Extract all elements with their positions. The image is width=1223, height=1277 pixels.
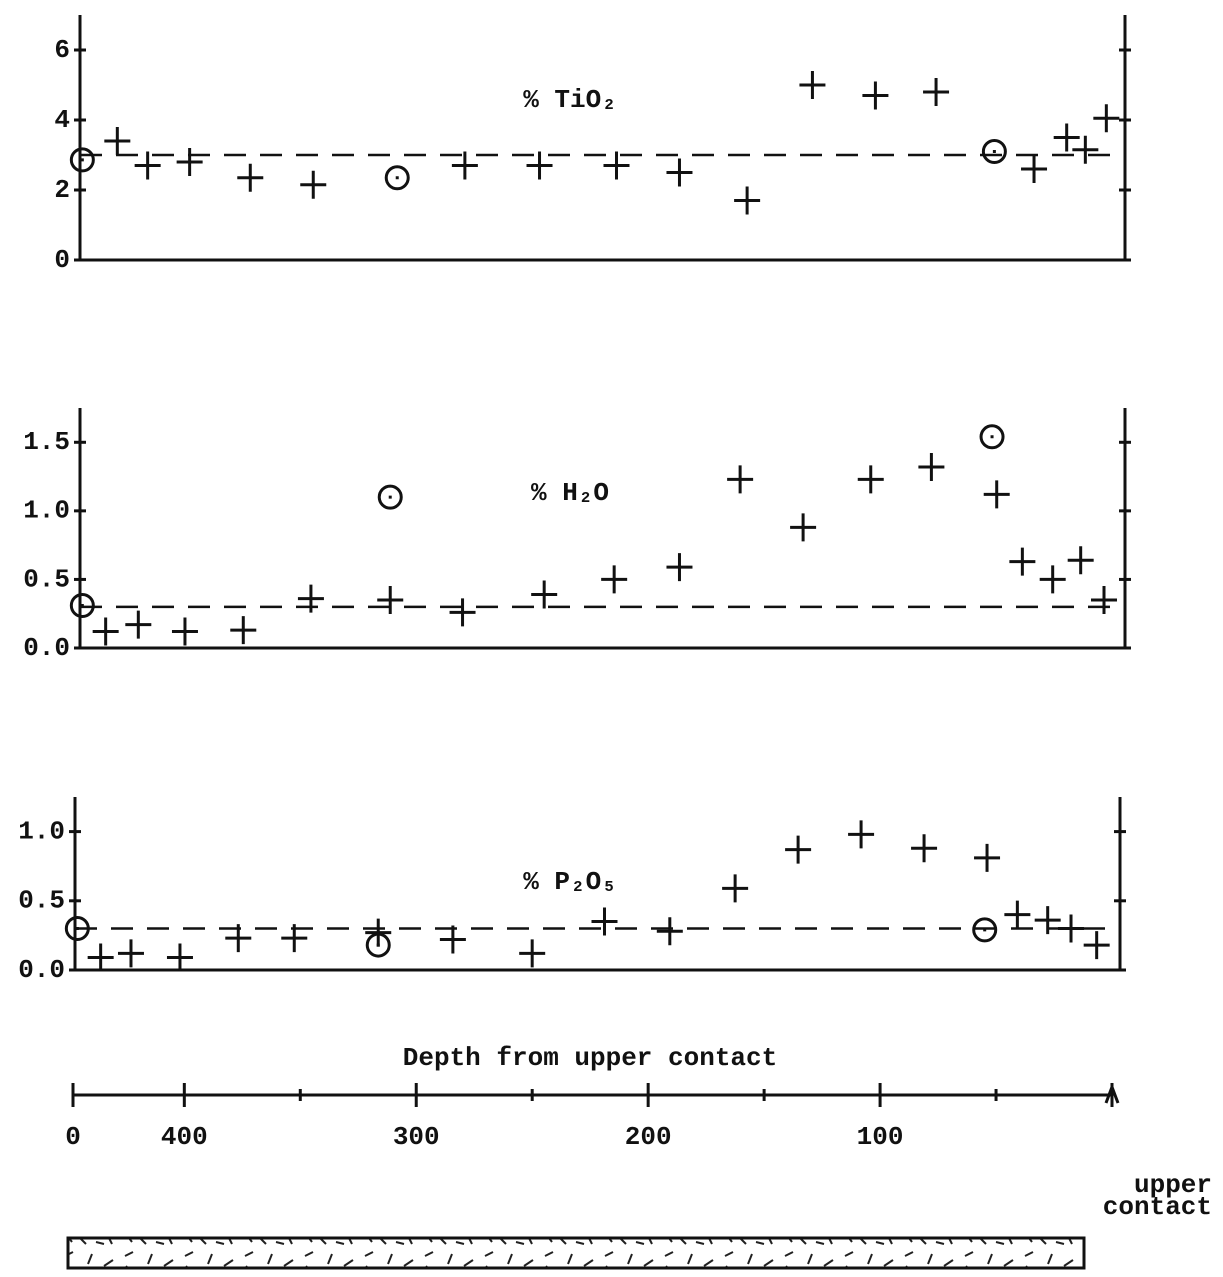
y-tick-label: 1.0 — [18, 816, 65, 846]
plus-point — [526, 151, 553, 180]
plus-point — [237, 163, 264, 192]
plus-point — [171, 617, 198, 646]
plus-point — [857, 465, 884, 494]
y-tick-label: 4 — [54, 105, 70, 135]
plus-point — [1091, 586, 1118, 614]
y-tick-label: 1.5 — [23, 427, 70, 457]
plus-point — [300, 170, 327, 199]
plus-point — [1004, 900, 1031, 929]
y-tick-label: 0.5 — [23, 564, 70, 594]
x-axis-label: Depth from upper contact — [403, 1043, 777, 1073]
x-tick-label: upper contact — [1103, 1170, 1212, 1222]
x-tick-label: 0 — [65, 1122, 81, 1152]
plus-point — [134, 151, 161, 180]
depth-axis — [73, 1082, 1120, 1104]
plus-point — [848, 820, 875, 849]
plus-point — [519, 939, 546, 968]
circle-point — [69, 147, 95, 173]
circle-point — [377, 484, 403, 510]
plus-point — [1053, 123, 1080, 152]
plus-point — [377, 586, 404, 614]
plus-point — [176, 148, 203, 176]
plus-point — [591, 907, 618, 936]
plus-point — [603, 151, 630, 180]
plus-point — [451, 151, 478, 180]
plus-point — [117, 939, 144, 968]
plus-point — [297, 584, 324, 613]
plus-point — [230, 616, 257, 645]
plus-point — [1034, 906, 1061, 935]
y-tick-label: 0.0 — [18, 955, 65, 985]
plus-point — [918, 452, 945, 481]
plus-point — [799, 71, 826, 99]
plus-point — [92, 617, 119, 646]
plus-point — [449, 598, 476, 627]
plus-point — [666, 158, 693, 187]
y-tick-label: 6 — [54, 35, 70, 65]
plus-point — [666, 553, 693, 582]
y-tick-label: 2 — [54, 175, 70, 205]
plus-point — [166, 943, 193, 972]
plus-point — [531, 580, 558, 609]
plus-point — [727, 465, 754, 494]
circle-point — [69, 593, 95, 618]
plus-point — [1009, 547, 1036, 576]
plus-point — [87, 943, 114, 972]
plus-point — [1058, 914, 1085, 943]
plus-point — [104, 127, 131, 155]
plus-point — [785, 835, 812, 864]
plus-point — [790, 513, 817, 542]
plus-point — [125, 610, 152, 639]
axis-frame — [78, 408, 1127, 650]
axis-frame — [73, 797, 1122, 972]
circle-point — [972, 917, 998, 943]
circle-point — [981, 139, 1007, 164]
plus-point — [601, 565, 628, 594]
y-tick-label: 0.5 — [18, 886, 65, 916]
plus-point — [1083, 931, 1110, 960]
plus-point — [911, 834, 938, 863]
plus-point — [656, 917, 683, 946]
circle-point — [64, 916, 90, 941]
plus-point — [1093, 104, 1120, 133]
circle-point — [979, 424, 1005, 450]
circle-point — [365, 932, 391, 958]
x-tick-label: 100 — [857, 1122, 904, 1152]
x-tick-label: 400 — [161, 1122, 208, 1152]
axis-frame — [78, 15, 1127, 262]
plus-point — [923, 78, 950, 106]
plus-point — [439, 925, 466, 954]
y-tick-label: 0 — [54, 245, 70, 275]
y-tick-label: 0.0 — [23, 633, 70, 663]
panel-title: % TiO₂ — [523, 85, 617, 115]
plus-point — [734, 186, 761, 215]
plus-point — [1067, 546, 1094, 575]
rock-column — [66, 1236, 1086, 1270]
plus-point — [722, 874, 749, 903]
plus-point — [983, 480, 1010, 509]
plus-point — [225, 924, 252, 953]
y-tick-label: 1.0 — [23, 496, 70, 526]
plus-point — [1072, 135, 1099, 164]
plus-point — [1039, 565, 1066, 594]
plus-point — [1021, 155, 1048, 183]
plus-point — [281, 924, 308, 953]
plus-point — [862, 81, 889, 110]
x-tick-label: 300 — [393, 1122, 440, 1152]
panel-title: % P₂O₅ — [523, 867, 617, 897]
circle-point — [384, 165, 410, 191]
x-tick-label: 200 — [625, 1122, 672, 1152]
panel-title: % H₂O — [531, 478, 609, 508]
plus-point — [974, 843, 1001, 872]
